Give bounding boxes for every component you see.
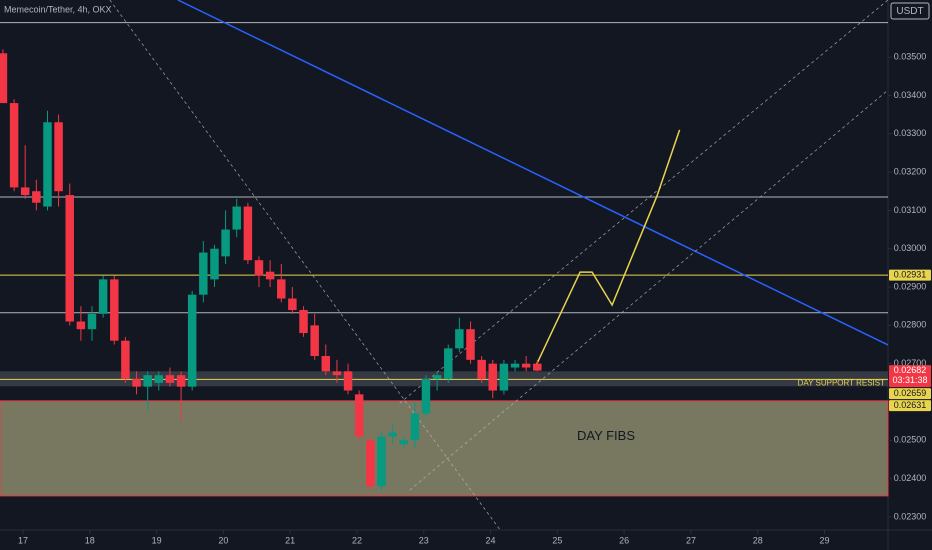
y-tick-label: 0.03100	[894, 205, 927, 215]
x-tick-label: 23	[419, 535, 429, 545]
candle-body	[65, 195, 74, 322]
price-badge-label: 0.02631	[894, 400, 927, 410]
candle-body	[521, 363, 531, 368]
candle-body	[410, 413, 420, 441]
candle-body	[32, 191, 41, 203]
y-tick-label: 0.03400	[894, 90, 927, 100]
y-tick-label: 0.02300	[894, 511, 927, 521]
x-tick-label: 19	[152, 535, 162, 545]
zone-label: DAY FIBS	[577, 428, 635, 443]
y-tick-label: 0.03300	[894, 128, 927, 138]
candle-body	[488, 363, 498, 391]
candle-body	[143, 375, 152, 387]
candle-body	[533, 363, 542, 371]
candle-body	[254, 260, 264, 276]
y-tick-label: 0.02500	[894, 435, 927, 445]
candle-body	[199, 252, 208, 295]
candle-body	[43, 122, 52, 207]
price-badge-label: 0.02931	[894, 270, 927, 280]
candle-body	[466, 329, 475, 360]
plot: DAY FIBS DAY SUPPORT RESIST	[0, 0, 889, 530]
currency-box[interactable]	[890, 2, 930, 20]
candle-body	[388, 432, 397, 437]
candle-body	[221, 229, 230, 257]
x-tick-label: 26	[619, 535, 629, 545]
zone	[0, 371, 888, 387]
axes: 0.02300 0.02400 0.02500 0.02700 0.02800 0.029…	[18, 51, 931, 545]
candle-body	[20, 187, 30, 196]
trend-line	[109, 0, 501, 530]
zone	[0, 400, 889, 497]
candle-body	[288, 298, 297, 311]
candle-body	[354, 394, 364, 437]
candle-body	[310, 325, 319, 357]
candle-body	[299, 310, 308, 334]
currency[interactable]: USDT	[896, 6, 923, 17]
trend-line	[534, 129, 681, 368]
candle-body	[265, 271, 275, 280]
x-tick-label: 18	[85, 535, 95, 545]
candle-body	[121, 340, 130, 380]
countdown: 03:31:38	[892, 375, 927, 385]
candle-body	[366, 440, 375, 487]
candle-body	[210, 248, 219, 280]
price-badge-label: 0.02659	[894, 388, 927, 398]
trend-line	[409, 89, 889, 491]
candle-body	[176, 375, 186, 387]
y-tick-label: 0.03200	[894, 166, 927, 176]
price-badge-label: 0.02682	[894, 365, 927, 375]
x-tick-label: 27	[686, 535, 696, 545]
y-tick-label: 0.02700	[894, 358, 927, 368]
candle-body	[321, 356, 331, 372]
level-label: DAY SUPPORT RESIST	[798, 379, 886, 388]
candle-body	[243, 206, 253, 261]
candle-body	[277, 279, 286, 299]
x-tick-label: 25	[552, 535, 562, 545]
candle-body	[98, 279, 108, 314]
candle-body	[332, 371, 342, 376]
x-tick-label: 24	[486, 535, 496, 545]
candle-body	[87, 313, 97, 330]
price-badge	[889, 388, 931, 400]
price-badge	[889, 365, 931, 388]
y-tick-label: 0.03500	[894, 51, 927, 61]
candle-body	[154, 375, 164, 383]
candle-body	[399, 440, 408, 445]
candle-body	[343, 371, 353, 391]
x-tick-label: 22	[352, 535, 362, 545]
candle-body	[132, 379, 141, 387]
candle-body	[110, 279, 119, 341]
candle-body	[9, 103, 19, 188]
x-tick-label: 29	[820, 535, 830, 545]
candle-body	[54, 122, 63, 192]
candle-body	[432, 375, 442, 380]
trend-line	[177, 0, 889, 346]
chart-title: Memecoin/Tether, 4h, OKX	[4, 4, 112, 14]
x-tick-label: 28	[753, 535, 763, 545]
price-badge	[889, 269, 931, 281]
candle-body	[232, 206, 241, 230]
candle-body	[377, 436, 386, 487]
x-tick-label: 20	[218, 535, 228, 545]
price-badge	[889, 400, 931, 412]
candle-body	[76, 321, 86, 330]
y-tick-label: 0.02400	[894, 473, 927, 483]
y-tick-label: 0.02800	[894, 320, 927, 330]
candle-body	[499, 363, 509, 391]
candle-body	[444, 348, 453, 380]
candle-body	[421, 379, 431, 414]
y-tick-label: 0.03000	[894, 243, 927, 253]
candle-body	[477, 359, 486, 380]
x-tick-label: 17	[18, 535, 28, 545]
candle-body	[0, 53, 8, 104]
candle-body	[165, 375, 175, 383]
candle-body	[187, 294, 197, 387]
candle-body	[455, 329, 464, 349]
candle-body	[510, 363, 520, 368]
y-tick-label: 0.02900	[894, 281, 927, 291]
x-tick-label: 21	[285, 535, 295, 545]
